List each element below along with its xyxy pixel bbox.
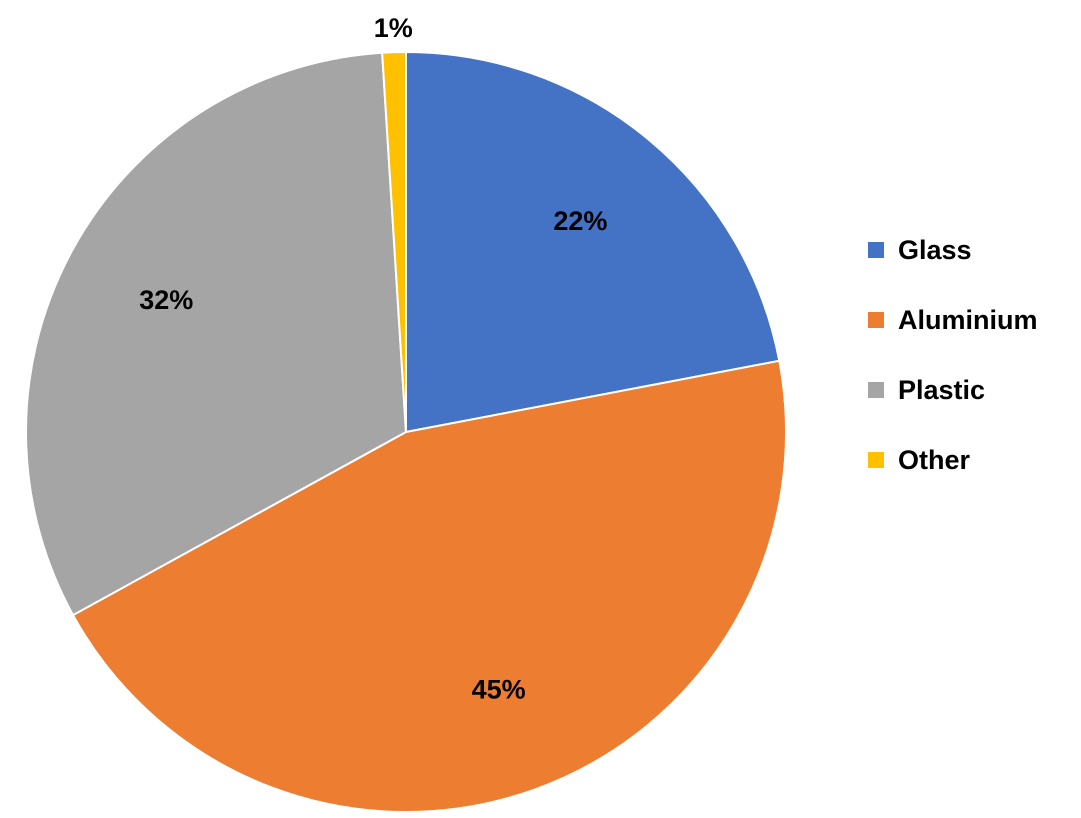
legend: Glass Aluminium Plastic Other [868,235,1038,475]
pie-slice-plastic [25,51,408,617]
legend-label-other: Other [898,445,971,475]
data-label-other: 1% [374,13,413,43]
data-label-glass: 22% [553,206,607,236]
pie-slice-glass [405,50,781,434]
legend-label-glass: Glass [898,235,972,265]
data-label-plastic: 32% [139,285,193,315]
legend-label-plastic: Plastic [898,375,985,405]
pie-slice-other [381,50,407,433]
data-labels: 22% 45% 32% 1% [139,13,607,704]
data-label-aluminium: 45% [472,674,526,704]
legend-swatch-other [868,452,884,468]
legend-swatch-glass [868,242,884,258]
pie-slice-aluminium [71,359,787,813]
legend-swatch-plastic [868,382,884,398]
pie-slices [25,50,787,813]
legend-label-aluminium: Aluminium [898,305,1038,335]
legend-swatch-aluminium [868,312,884,328]
